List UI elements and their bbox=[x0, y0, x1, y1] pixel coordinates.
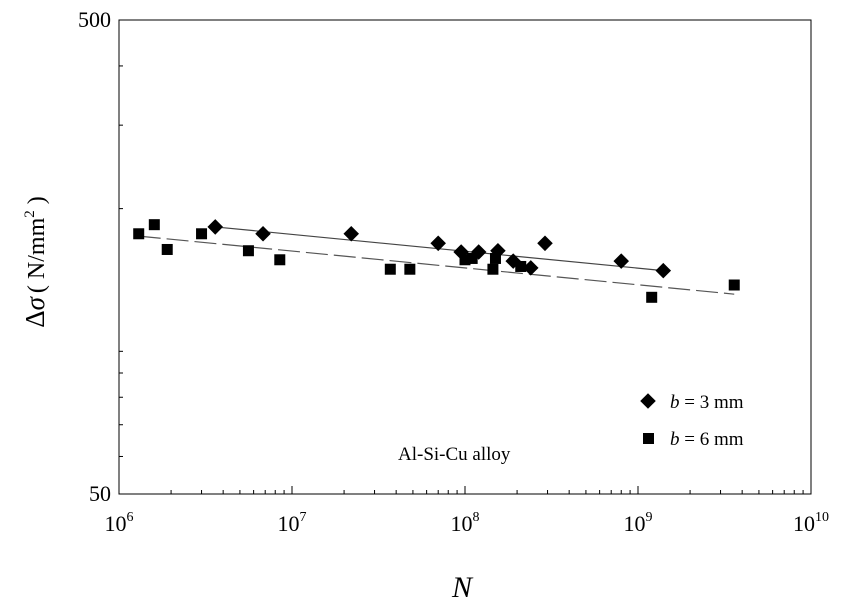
y-axis-label-sup: 2 bbox=[22, 210, 38, 218]
point-diamond bbox=[655, 262, 672, 279]
x-tick-label: 107 bbox=[278, 510, 307, 536]
point-square bbox=[466, 252, 478, 264]
x-tick-label-exponent: 9 bbox=[646, 510, 653, 525]
x-tick-label: 106 bbox=[105, 510, 134, 536]
legend-item-b6: b = 6 mm bbox=[643, 429, 744, 450]
point-square bbox=[489, 252, 501, 264]
x-tick-label: 108 bbox=[451, 510, 480, 536]
y-axis-label-close: ) bbox=[24, 196, 50, 210]
point-square bbox=[515, 260, 527, 272]
legend-label-b6-rest: = 6 mm bbox=[680, 429, 744, 450]
x-tick-label: 1010 bbox=[793, 510, 829, 536]
fit-line-series-1 bbox=[138, 235, 735, 295]
y-axis-label-delta: Δ bbox=[20, 310, 50, 327]
point-square bbox=[646, 291, 658, 303]
fit-lines bbox=[138, 226, 735, 295]
legend-item-b3: b = 3 mm bbox=[640, 392, 744, 413]
legend: b = 3 mm b = 6 mm bbox=[640, 392, 744, 450]
point-square bbox=[404, 263, 416, 275]
point-square bbox=[161, 243, 173, 255]
point-square bbox=[487, 263, 499, 275]
x-tick-label-exponent: 7 bbox=[300, 510, 307, 525]
x-tick-label-base: 10 bbox=[105, 511, 127, 536]
point-square bbox=[274, 254, 286, 266]
point-square bbox=[196, 228, 208, 240]
x-tick-label: 109 bbox=[624, 510, 653, 536]
point-square bbox=[384, 263, 396, 275]
y-axis-label-unit: ( N/mm bbox=[24, 217, 50, 293]
x-axis-label: N bbox=[451, 571, 474, 604]
axes bbox=[118, 19, 812, 495]
legend-label-b6: b = 6 mm bbox=[670, 429, 744, 450]
legend-marker-square bbox=[643, 433, 654, 444]
x-tick-label-base: 10 bbox=[793, 511, 815, 536]
legend-marker-diamond bbox=[640, 393, 656, 409]
point-diamond bbox=[537, 235, 553, 252]
y-tick-label: 500 bbox=[78, 7, 111, 32]
point-square bbox=[242, 245, 254, 257]
x-tick-label-base: 10 bbox=[278, 511, 300, 536]
alloy-annotation: Al-Si-Cu alloy bbox=[398, 444, 511, 465]
legend-label-b6-var: b bbox=[670, 429, 680, 450]
point-diamond bbox=[255, 225, 271, 242]
point-square bbox=[459, 254, 471, 266]
x-tick-label-base: 10 bbox=[624, 511, 646, 536]
legend-label-b3: b = 3 mm bbox=[670, 392, 744, 413]
point-square bbox=[148, 219, 160, 231]
x-tick-label-exponent: 10 bbox=[815, 510, 829, 525]
point-square bbox=[133, 228, 145, 240]
y-axis-label-sigma: σ bbox=[20, 295, 50, 310]
x-tick-label-base: 10 bbox=[451, 511, 473, 536]
legend-label-b3-rest: = 3 mm bbox=[680, 392, 744, 413]
y-axis-label: Δσ ( N/mm2 ) bbox=[20, 196, 50, 328]
y-tick-label: 50 bbox=[89, 481, 111, 506]
legend-label-b3-var: b bbox=[670, 392, 680, 413]
point-diamond bbox=[207, 219, 224, 235]
point-square bbox=[728, 279, 740, 291]
x-tick-label-exponent: 6 bbox=[127, 510, 134, 525]
data-points bbox=[133, 219, 740, 303]
x-tick-label-exponent: 8 bbox=[473, 510, 480, 525]
